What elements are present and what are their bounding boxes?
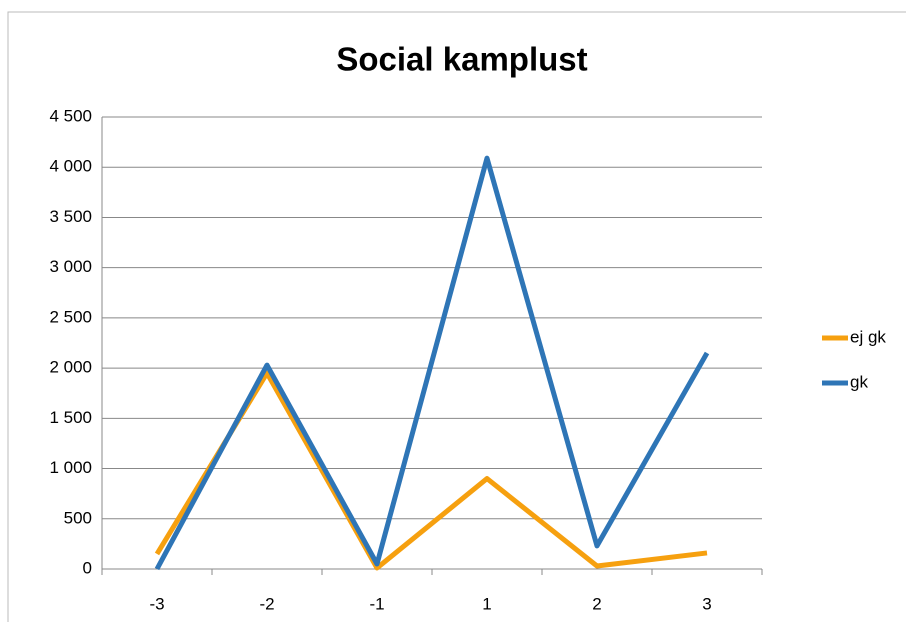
y-tick-label: 2 000 [49, 358, 92, 377]
y-tick-label: 500 [64, 508, 92, 527]
y-tick-label: 3 000 [49, 257, 92, 276]
legend-label: ej gk [850, 327, 886, 346]
y-tick-label: 4 500 [49, 106, 92, 125]
chart-frame [7, 11, 906, 622]
data-line [154, 370, 708, 571]
legend-label: gk [850, 372, 868, 391]
y-tick-label: 0 [83, 558, 92, 577]
x-tick-label: 3 [702, 594, 711, 613]
x-tick-label: 1 [482, 594, 491, 613]
y-tick-label: 1 000 [49, 458, 92, 477]
x-tick-label: 2 [592, 594, 601, 613]
y-tick-label: 2 500 [49, 307, 92, 326]
y-tick-label: 4 000 [49, 157, 92, 176]
x-tick-label: -3 [149, 594, 164, 613]
data-line [154, 155, 710, 571]
chart-title: Social kamplust [336, 41, 587, 78]
y-tick-label: 3 500 [49, 207, 92, 226]
x-tick-label: -2 [259, 594, 274, 613]
y-tick-label: 1 500 [49, 408, 92, 427]
x-tick-label: -1 [369, 594, 384, 613]
